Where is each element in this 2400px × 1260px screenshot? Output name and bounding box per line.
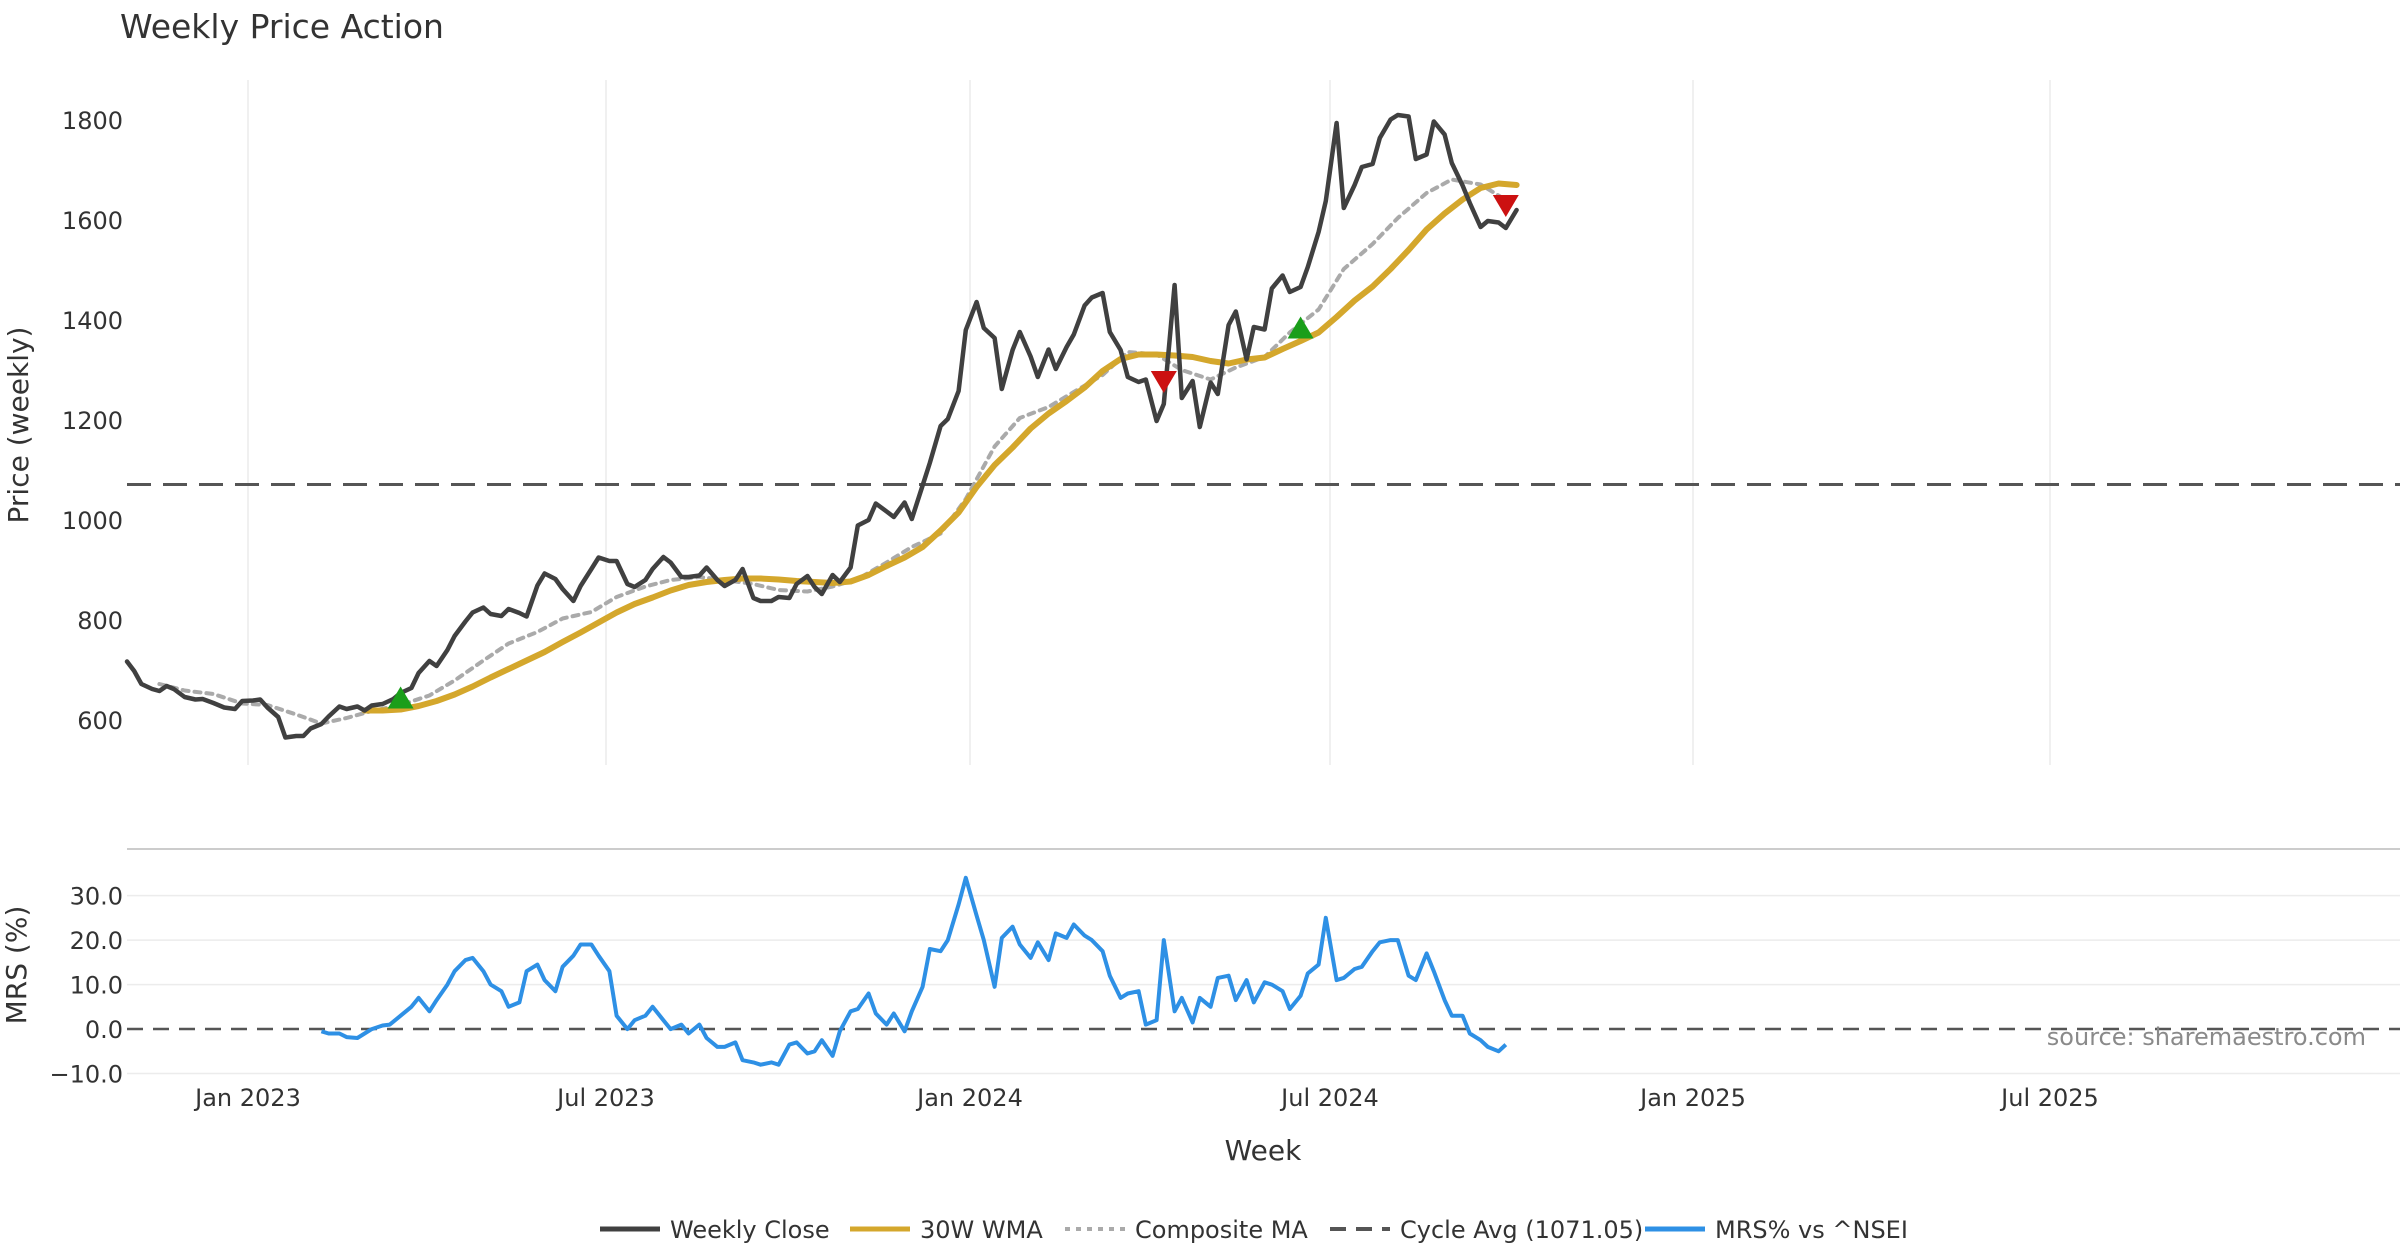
- mrs-y-tick-label: 20.0: [70, 927, 123, 955]
- mrs-panel: 30.0 20.0 10.0 0.0 −10.0 MRS (%) source: sha…: [0, 875, 2400, 1089]
- legend-label: Cycle Avg (1071.05): [1400, 1216, 1643, 1244]
- price-y-tick-label: 1200: [62, 407, 123, 435]
- price-panel: 600 800 1000 1200 1400 1600 1800 Price (weekly…: [2, 80, 2400, 765]
- price-y-tick-label: 1800: [62, 107, 123, 135]
- price-series: [124, 112, 1520, 740]
- price-y-axis-title: Price (weekly): [2, 327, 35, 524]
- legend-label: Weekly Close: [670, 1216, 830, 1244]
- price-y-tick-label: 1400: [62, 307, 123, 335]
- x-tick-label: Jul 2024: [1279, 1084, 1379, 1112]
- 30w-wma-line: [361, 180, 1520, 714]
- mrs-y-tick-label: 0.0: [85, 1016, 123, 1044]
- mrs-y-ticks: 30.0 20.0 10.0 0.0 −10.0: [49, 883, 123, 1089]
- x-tick-label: Jul 2025: [1999, 1084, 2099, 1112]
- mrs-y-tick-label: −10.0: [49, 1061, 123, 1089]
- mrs-y-tick-label: 10.0: [70, 972, 123, 1000]
- price-y-ticks: 600 800 1000 1200 1400 1600 1800: [62, 107, 123, 735]
- x-tick-label: Jan 2023: [193, 1084, 301, 1112]
- legend-label: Composite MA: [1135, 1216, 1308, 1244]
- source-label: source: sharemaestro.com: [2047, 1023, 2366, 1051]
- mrs-y-axis-title: MRS (%): [0, 906, 33, 1025]
- chart-title: Weekly Price Action: [120, 7, 444, 46]
- price-y-tick-label: 1000: [62, 507, 123, 535]
- legend: Weekly Close 30W WMA Composite MA Cycle Avg…: [600, 1216, 1908, 1244]
- price-y-tick-label: 800: [77, 607, 123, 635]
- x-tick-label: Jan 2025: [1638, 1084, 1746, 1112]
- price-grid: [247, 80, 2051, 765]
- price-y-tick-label: 600: [77, 707, 123, 735]
- composite-ma-line: [157, 177, 1508, 726]
- x-tick-label: Jan 2024: [915, 1084, 1023, 1112]
- legend-label: MRS% vs ^NSEI: [1715, 1216, 1908, 1244]
- legend-label: 30W WMA: [920, 1216, 1043, 1244]
- weekly-close-line: [124, 112, 1519, 740]
- signal-markers: [387, 195, 1519, 709]
- x-axis-ticks: Jan 2023 Jul 2023 Jan 2024 Jul 2024 Jan 2025…: [193, 1084, 2099, 1112]
- buy-signal-marker: [1287, 316, 1314, 339]
- sell-signal-marker: [1150, 371, 1177, 393]
- price-y-tick-label: 1600: [62, 207, 123, 235]
- x-axis-title: Week: [1225, 1134, 1302, 1167]
- x-tick-label: Jul 2023: [555, 1084, 655, 1112]
- mrs-series-line: [320, 875, 1508, 1067]
- mrs-y-tick-label: 30.0: [70, 883, 123, 911]
- sell-signal-marker: [1492, 195, 1519, 217]
- buy-signal-marker: [387, 686, 414, 709]
